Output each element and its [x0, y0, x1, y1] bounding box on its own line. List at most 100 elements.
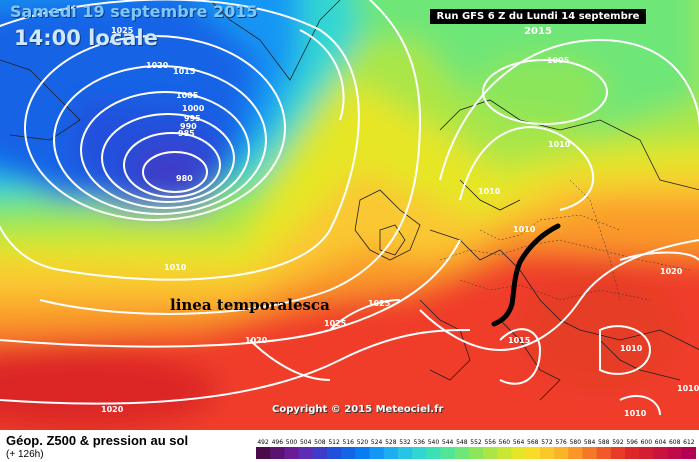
legend-tick-label: 544 [442, 439, 454, 446]
legend-tick-label: 576 [555, 439, 567, 446]
isobar-label: 1010 [513, 225, 536, 234]
legend-swatch [497, 447, 512, 459]
legend-swatch [341, 447, 356, 459]
legend-tick-label: 496 [272, 439, 284, 446]
legend-tick-label: 608 [669, 439, 681, 446]
legend-swatch [511, 447, 527, 459]
legend-swatch [539, 447, 555, 459]
color-legend: 492 496 500 504 508 512 516 520 524 528 532 536 540 5… [256, 439, 696, 459]
legend-swatch [681, 447, 696, 459]
isobars [0, 0, 699, 415]
legend-swatch [653, 447, 669, 459]
isobar-label: 1025 [368, 299, 391, 308]
isobar-label: 1015 [508, 336, 531, 345]
legend-tick-label: 592 [612, 439, 624, 446]
legend-tick-label: 604 [655, 439, 667, 446]
isobar-label: 1010 [677, 384, 699, 393]
legend-swatch [426, 447, 441, 459]
legend-swatch [412, 447, 427, 459]
legend-swatch [554, 447, 569, 459]
isobar-label: 985 [178, 129, 195, 138]
model-run-banner: Run GFS 6 Z du Lundi 14 septembre 2015 [430, 9, 646, 37]
legend-tick-label: 572 [541, 439, 553, 446]
legend-tick-label: 520 [357, 439, 369, 446]
field-title: Géop. Z500 & pression au sol [6, 433, 189, 448]
legend-swatch [298, 447, 314, 459]
legend-tick-label: 600 [641, 439, 653, 446]
legend-swatch [568, 447, 583, 459]
legend-tick-label: 552 [470, 439, 482, 446]
legend-tick-label: 564 [513, 439, 525, 446]
storm-line-label: linea temporalesca [170, 296, 330, 314]
legend-swatch [284, 447, 299, 459]
legend-tick-label: 580 [570, 439, 582, 446]
legend-swatch [610, 447, 626, 459]
isobar-labels: 1025 1020 1015 1005 1000 995 990 985 980… [101, 26, 699, 418]
legend-tick-label: 528 [385, 439, 397, 446]
isobar-label: 1010 [478, 187, 501, 196]
legend-swatch [639, 447, 654, 459]
legend-tick-label: 508 [314, 439, 326, 446]
isobar-label: 1000 [182, 104, 205, 113]
legend-tick-label: 556 [484, 439, 496, 446]
legend-swatch [369, 447, 385, 459]
legend-tick-label: 596 [626, 439, 638, 446]
legend-tick-label: 500 [286, 439, 298, 446]
legend-swatch [454, 447, 470, 459]
isobar-label: 1010 [620, 344, 643, 353]
country-borders [439, 179, 691, 301]
storm-line [491, 223, 561, 327]
legend-tick-label: 548 [456, 439, 468, 446]
legend-swatch [440, 447, 456, 459]
copyright: Copyright © 2015 Meteociel.fr [272, 404, 444, 415]
legend-swatch [625, 447, 640, 459]
isobar-label: 990 [180, 122, 197, 131]
legend-tick-label: 540 [428, 439, 440, 446]
legend-swatch [270, 447, 285, 459]
geopotential-field [0, 0, 699, 430]
legend-swatch [483, 447, 498, 459]
isobar-label: 1010 [164, 263, 187, 272]
legend-tick-label: 568 [527, 439, 539, 446]
legend-tick-label: 524 [371, 439, 383, 446]
legend-swatch [582, 447, 598, 459]
legend-swatch [397, 447, 413, 459]
isobar-label: 1005 [547, 56, 570, 65]
isobar-label: 1015 [173, 67, 196, 76]
isobar-label: 1020 [146, 61, 169, 70]
legend-swatch [667, 447, 683, 459]
legend-tick-label: 584 [584, 439, 596, 446]
legend-tick-label: 504 [300, 439, 312, 446]
isobar-label: 1010 [548, 140, 571, 149]
isobar-label: 1025 [111, 26, 134, 35]
isobar-label: 1010 [624, 409, 647, 418]
legend-swatch [525, 447, 541, 459]
isobar-label: 1020 [245, 336, 268, 345]
legend-swatch [326, 447, 342, 459]
isobar-label: 980 [176, 174, 193, 183]
isobar-label: 1020 [101, 405, 124, 414]
legend-swatch [355, 447, 370, 459]
isobar-label: 995 [184, 114, 201, 123]
legend-tick-label: 492 [257, 439, 269, 446]
forecast-time: 14:00 locale [14, 26, 158, 50]
legend-swatch [596, 447, 612, 459]
legend-tick-label: 532 [399, 439, 411, 446]
forecast-hour: (+ 126h) [6, 449, 44, 460]
legend-tick-label: 612 [683, 439, 695, 446]
legend-swatch [312, 447, 328, 459]
legend-tick-label: 512 [328, 439, 340, 446]
weather-map: 1025 1020 1015 1005 1000 995 990 985 980… [0, 0, 699, 430]
legend-swatch [468, 447, 484, 459]
legend-tick-label: 588 [598, 439, 610, 446]
legend-tick-label: 560 [499, 439, 511, 446]
isobar-label: 1020 [660, 267, 683, 276]
coastlines [0, 0, 699, 401]
legend-swatch [256, 447, 271, 459]
legend-tick-label: 516 [343, 439, 355, 446]
legend-tick-label: 536 [414, 439, 426, 446]
isobar-label: 1005 [176, 91, 199, 100]
legend-swatch [383, 447, 399, 459]
isobar-label: 1025 [324, 319, 347, 328]
forecast-date: Samedi 19 septembre 2015 [10, 2, 258, 21]
